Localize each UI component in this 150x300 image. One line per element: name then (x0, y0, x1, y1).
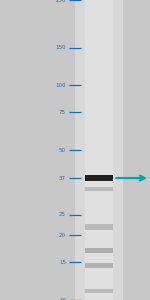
Text: 50: 50 (59, 148, 66, 152)
Text: 37: 37 (59, 176, 66, 181)
Bar (85, 0, 113, 300)
Text: 100: 100 (56, 83, 66, 88)
Text: 20: 20 (59, 233, 66, 238)
Bar (85, 263, 113, 268)
Text: 150: 150 (56, 45, 66, 50)
Text: 250: 250 (56, 0, 66, 2)
Text: 25: 25 (59, 212, 66, 217)
Bar (85, 224, 113, 230)
Bar (85, 187, 113, 191)
Bar (75, 0, 123, 300)
Bar (85, 289, 113, 293)
Bar (85, 248, 113, 253)
Bar (85, 175, 113, 181)
Text: 75: 75 (59, 110, 66, 115)
Text: 10: 10 (59, 298, 66, 300)
Text: 15: 15 (59, 260, 66, 265)
